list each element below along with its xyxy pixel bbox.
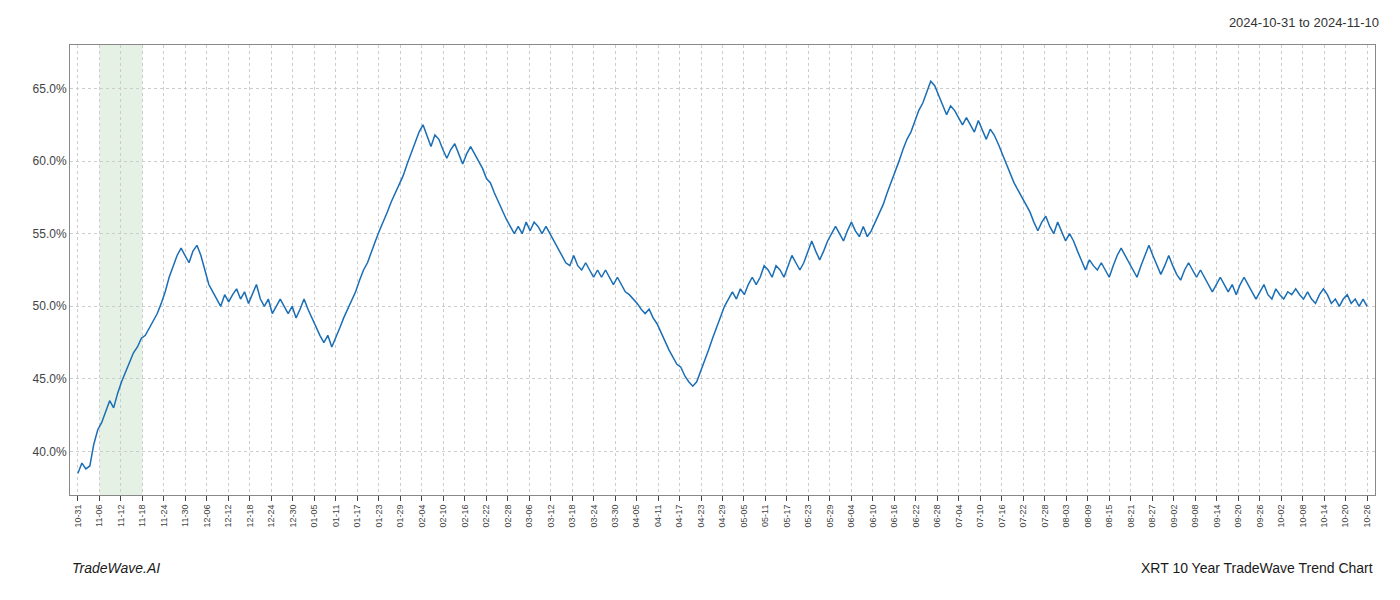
svg-text:07-10: 07-10 [975, 505, 985, 528]
svg-text:04-29: 04-29 [717, 505, 727, 528]
svg-text:06-16: 06-16 [889, 505, 899, 528]
svg-text:08-03: 08-03 [1061, 505, 1071, 528]
svg-text:05-11: 05-11 [760, 505, 770, 527]
svg-text:05-29: 05-29 [825, 505, 835, 528]
svg-text:02-28: 02-28 [503, 505, 513, 528]
svg-text:09-26: 09-26 [1255, 505, 1265, 528]
svg-text:08-15: 08-15 [1104, 505, 1114, 528]
svg-text:12-06: 12-06 [202, 505, 212, 528]
svg-text:09-14: 09-14 [1212, 505, 1222, 528]
svg-text:01-29: 01-29 [395, 505, 405, 528]
svg-text:11-24: 11-24 [159, 505, 169, 527]
svg-text:03-12: 03-12 [546, 505, 556, 528]
svg-text:08-09: 08-09 [1083, 505, 1093, 528]
svg-text:12-30: 12-30 [288, 505, 298, 528]
svg-text:01-11: 01-11 [331, 505, 341, 527]
svg-text:08-21: 08-21 [1126, 505, 1136, 528]
svg-text:50.0%: 50.0% [33, 299, 67, 313]
svg-text:40.0%: 40.0% [33, 445, 67, 459]
svg-text:03-30: 03-30 [610, 505, 620, 528]
svg-text:XRT 10 Year TradeWave Trend Ch: XRT 10 Year TradeWave Trend Chart [1141, 560, 1373, 576]
svg-text:05-17: 05-17 [782, 505, 792, 528]
svg-text:04-23: 04-23 [696, 505, 706, 528]
svg-text:11-06: 11-06 [94, 505, 104, 527]
svg-text:08-27: 08-27 [1147, 505, 1157, 528]
svg-text:2024-10-31 to 2024-11-10: 2024-10-31 to 2024-11-10 [1229, 15, 1379, 30]
svg-text:12-24: 12-24 [266, 505, 276, 528]
svg-text:11-18: 11-18 [137, 505, 147, 527]
svg-text:02-04: 02-04 [417, 505, 427, 528]
svg-text:45.0%: 45.0% [33, 372, 67, 386]
svg-text:06-28: 06-28 [932, 505, 942, 528]
svg-text:03-18: 03-18 [567, 505, 577, 528]
svg-text:11-30: 11-30 [180, 505, 190, 527]
svg-text:07-22: 07-22 [1018, 505, 1028, 528]
svg-text:06-22: 06-22 [911, 505, 921, 528]
svg-text:09-02: 09-02 [1169, 505, 1179, 528]
svg-text:60.0%: 60.0% [33, 154, 67, 168]
svg-text:10-08: 10-08 [1298, 505, 1308, 528]
svg-text:01-17: 01-17 [352, 505, 362, 528]
svg-text:10-14: 10-14 [1319, 505, 1329, 528]
svg-text:04-17: 04-17 [674, 505, 684, 528]
svg-text:12-18: 12-18 [245, 505, 255, 528]
svg-text:10-31: 10-31 [73, 505, 83, 528]
svg-text:03-06: 03-06 [524, 505, 534, 528]
svg-text:07-28: 07-28 [1040, 505, 1050, 528]
svg-text:05-05: 05-05 [739, 505, 749, 528]
svg-text:55.0%: 55.0% [33, 227, 67, 241]
svg-text:04-11: 04-11 [653, 505, 663, 527]
svg-text:03-24: 03-24 [589, 505, 599, 528]
svg-text:11-12: 11-12 [116, 505, 126, 527]
svg-text:01-23: 01-23 [374, 505, 384, 528]
svg-text:06-10: 06-10 [868, 505, 878, 528]
svg-text:10-26: 10-26 [1362, 505, 1372, 528]
svg-text:02-16: 02-16 [460, 505, 470, 528]
svg-text:06-04: 06-04 [846, 505, 856, 528]
svg-text:07-04: 07-04 [954, 505, 964, 528]
svg-text:10-02: 10-02 [1276, 505, 1286, 528]
svg-text:05-23: 05-23 [803, 505, 813, 528]
svg-text:65.0%: 65.0% [33, 82, 67, 96]
svg-text:12-12: 12-12 [223, 505, 233, 528]
svg-text:TradeWave.AI: TradeWave.AI [72, 560, 160, 576]
svg-text:09-20: 09-20 [1233, 505, 1243, 528]
svg-text:09-08: 09-08 [1190, 505, 1200, 528]
svg-text:01-05: 01-05 [309, 505, 319, 528]
svg-text:04-05: 04-05 [631, 505, 641, 528]
svg-text:02-22: 02-22 [481, 505, 491, 528]
svg-text:02-10: 02-10 [438, 505, 448, 528]
svg-text:10-20: 10-20 [1341, 505, 1351, 528]
svg-text:07-16: 07-16 [997, 505, 1007, 528]
